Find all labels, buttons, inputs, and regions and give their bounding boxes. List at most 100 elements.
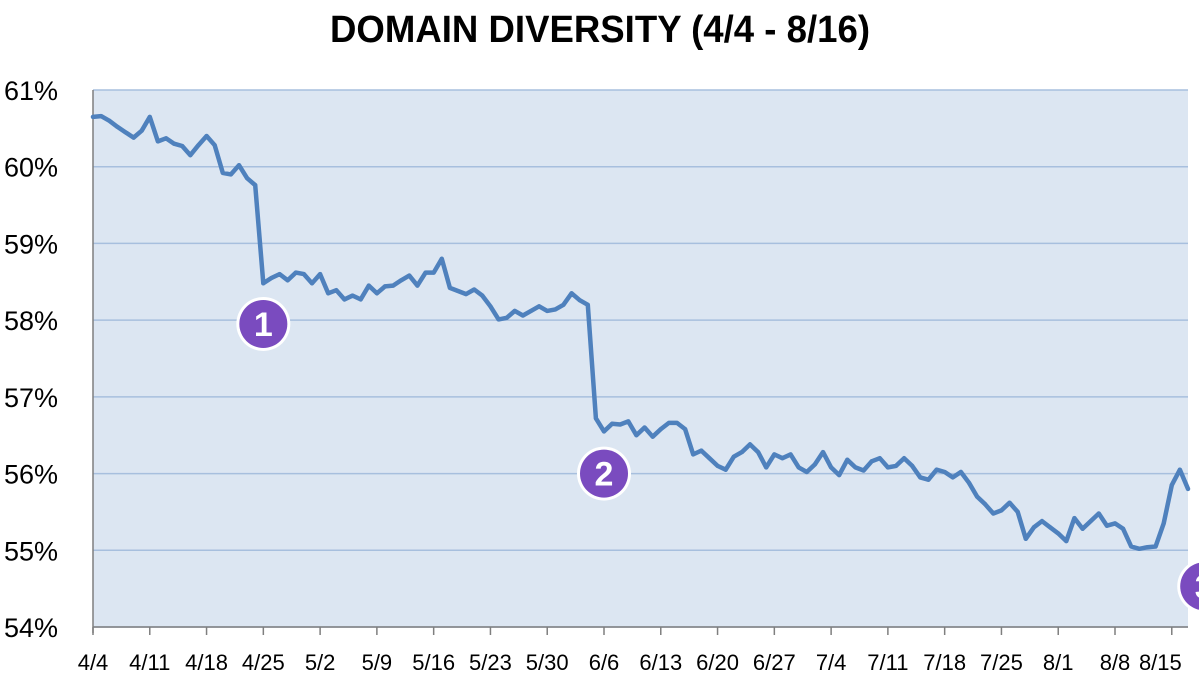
data-point [512, 308, 517, 313]
data-point [1104, 523, 1109, 528]
data-point [658, 427, 663, 432]
data-point [642, 425, 647, 430]
x-tick-label: 4/4 [78, 650, 109, 675]
data-point [504, 315, 509, 320]
data-point [91, 114, 95, 119]
data-point [383, 284, 387, 289]
data-point [529, 308, 533, 313]
data-point [699, 448, 704, 453]
data-point [585, 302, 590, 307]
x-tick-label: 6/20 [696, 650, 739, 675]
data-point [496, 317, 501, 322]
data-point [869, 459, 874, 464]
data-point [780, 456, 785, 461]
x-tick-label: 6/13 [639, 650, 682, 675]
data-point [1161, 521, 1166, 526]
data-point [1040, 519, 1044, 524]
data-point [1121, 526, 1126, 531]
data-point [853, 465, 858, 470]
marker-label: 2 [595, 456, 614, 494]
marker-circle [1180, 562, 1199, 610]
data-point [1048, 525, 1053, 530]
data-point [196, 143, 201, 148]
data-point [788, 452, 793, 457]
marker-label: 3 [1195, 568, 1199, 606]
data-point [1056, 531, 1061, 536]
x-tick-label: 7/11 [867, 650, 908, 675]
data-point [983, 502, 988, 507]
annotation-marker-1: 1 [236, 296, 291, 351]
data-point [212, 143, 217, 148]
data-point [237, 163, 241, 168]
data-point [877, 456, 882, 461]
x-tick-label: 4/18 [185, 650, 228, 675]
data-point [407, 273, 412, 278]
data-point [374, 291, 379, 296]
x-tick-label: 4/25 [242, 650, 285, 675]
x-tick-label: 5/30 [526, 650, 569, 675]
data-point [204, 134, 209, 139]
annotation-markers: 1 2 3 [236, 296, 1199, 613]
x-tick-label: 5/23 [469, 650, 512, 675]
data-point [1007, 500, 1012, 505]
data-point [553, 307, 558, 312]
data-point [804, 470, 809, 475]
data-point [1023, 536, 1028, 541]
x-tick-label: 5/9 [362, 650, 393, 675]
data-point [310, 281, 314, 286]
data-point [439, 256, 444, 261]
data-point [456, 288, 460, 293]
data-point [829, 465, 834, 470]
data-point [748, 442, 752, 447]
data-point [155, 139, 160, 144]
y-axis-ticks: 54% 55% 56% 57% 58% 59% 60% 61% [4, 76, 58, 643]
data-point [691, 452, 696, 457]
data-point [764, 465, 769, 470]
data-point [415, 283, 420, 288]
data-point [1137, 546, 1142, 551]
data-point [796, 465, 801, 470]
data-point [1088, 519, 1093, 524]
data-point [1064, 539, 1069, 544]
marker-circle [239, 299, 288, 348]
data-point [861, 468, 866, 473]
data-point [1145, 545, 1150, 550]
data-point [488, 304, 493, 309]
data-point [277, 272, 282, 277]
data-point [358, 297, 363, 302]
data-point [1177, 467, 1182, 472]
x-tick-label: 4/11 [129, 650, 170, 675]
data-point [399, 278, 404, 283]
data-point [472, 287, 477, 292]
data-point [115, 124, 120, 129]
data-point [975, 494, 980, 499]
x-tick-label: 5/16 [412, 650, 455, 675]
data-point [228, 172, 233, 177]
data-point [423, 270, 428, 275]
data-point [269, 275, 274, 280]
data-point [715, 463, 720, 468]
data-point [707, 456, 712, 461]
data-point [1072, 516, 1077, 521]
data-point [634, 433, 639, 438]
data-point [991, 511, 996, 516]
data-point [180, 144, 185, 149]
data-point [301, 272, 306, 277]
data-point [99, 114, 104, 119]
y-tick-label: 61% [4, 76, 58, 106]
data-point [999, 508, 1004, 513]
data-point [334, 288, 339, 293]
data-point [220, 170, 225, 175]
data-point [1096, 511, 1101, 516]
data-point [293, 270, 298, 275]
data-point [447, 285, 452, 290]
data-point [910, 463, 915, 468]
data-point [431, 270, 436, 275]
data-point [520, 313, 525, 318]
data-point [318, 272, 323, 277]
data-point [1080, 526, 1085, 531]
data-point [837, 473, 842, 478]
data-point [967, 480, 971, 485]
y-tick-label: 56% [4, 460, 58, 490]
data-point [391, 283, 396, 288]
